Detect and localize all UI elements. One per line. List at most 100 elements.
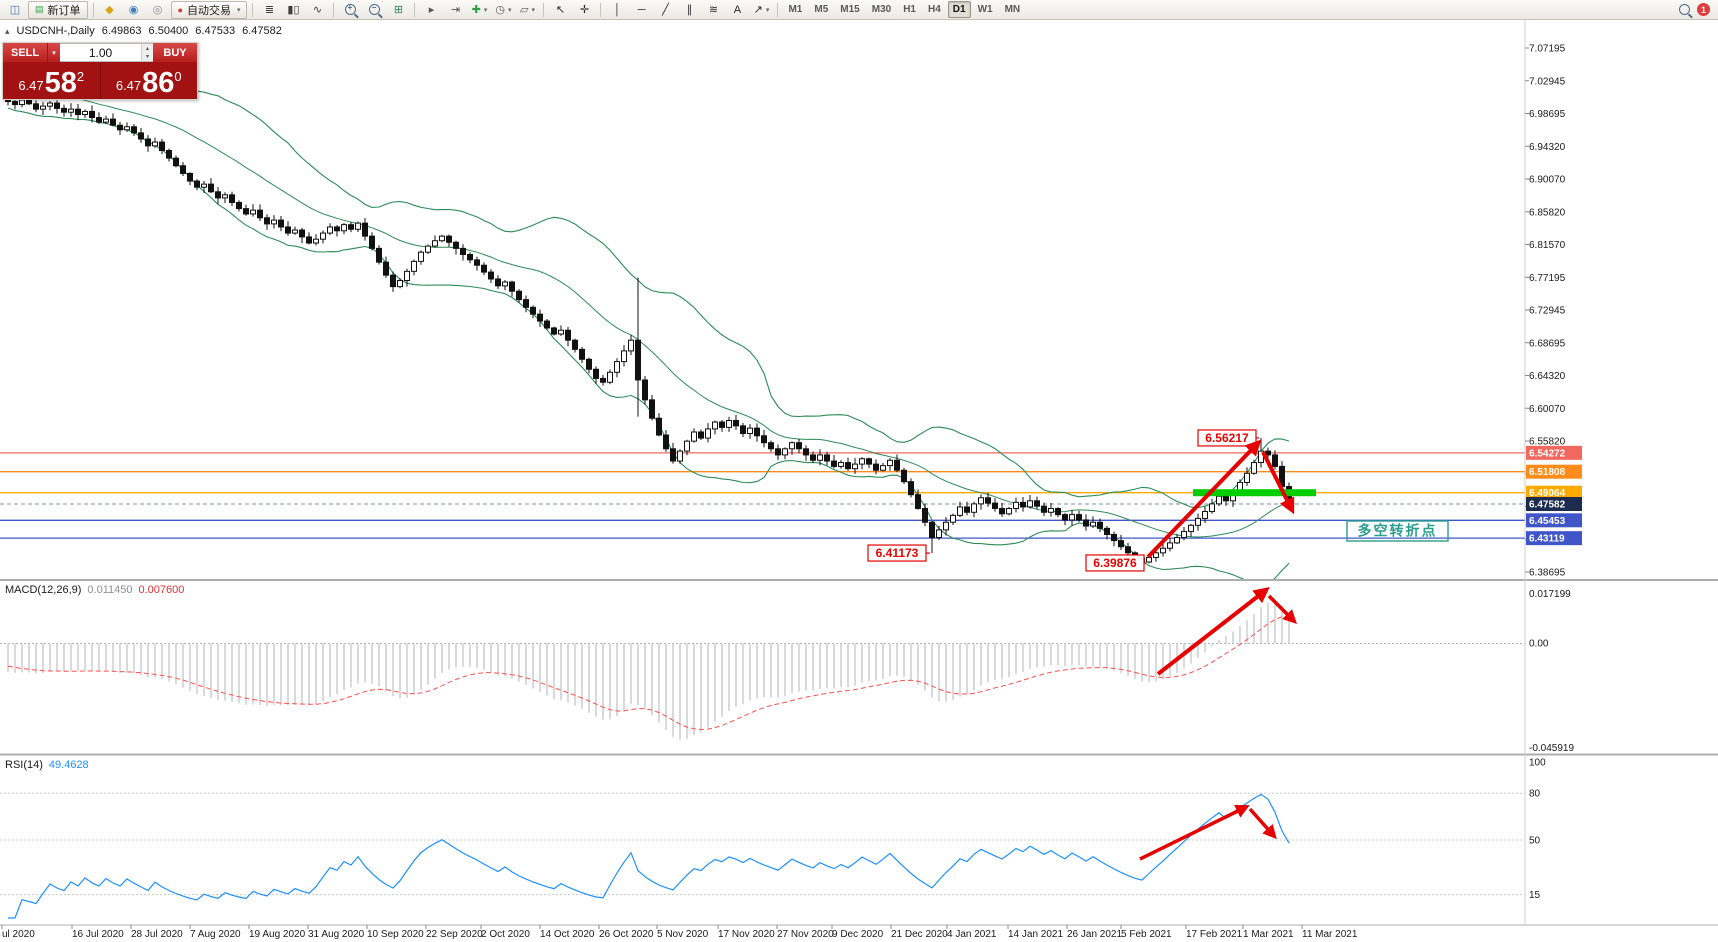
candle	[740, 425, 746, 435]
volume-step-down-icon[interactable]: ▾	[142, 52, 153, 61]
metaeditor-icon[interactable]: ◆	[98, 0, 122, 19]
sell-dropdown-caret-icon[interactable]: ▾	[47, 43, 60, 62]
autotrading-button[interactable]: ● 自动交易 ▾	[170, 0, 248, 19]
trend-arrow[interactable]	[1146, 439, 1262, 559]
candle	[775, 448, 781, 456]
rsi-indicator-label: RSI(14) 49.4628	[5, 759, 89, 771]
trend-arrow[interactable]	[1261, 451, 1295, 515]
candle	[201, 183, 207, 188]
search-icon[interactable]	[1679, 4, 1693, 18]
macd-histogram	[7, 602, 1290, 740]
candle	[656, 417, 662, 436]
timeframe-button-d1[interactable]: D1	[947, 1, 971, 18]
price-axis-label: 6.72945	[1529, 306, 1566, 317]
candle	[1244, 472, 1250, 483]
templates-icon[interactable]: ▱ ▾	[515, 0, 539, 19]
candle	[824, 454, 830, 462]
date-axis-label: 17 Nov 2020	[718, 929, 775, 940]
text-tool-icon[interactable]: A	[725, 0, 749, 19]
candle	[887, 459, 893, 467]
indicators-icon[interactable]: ✚ ▾	[467, 0, 491, 19]
one-click-trade-panel: SELL ▾ ▴ ▾ BUY 6.47 58 2 6.47 86 0	[2, 42, 198, 100]
metaeditor-icon-glyph: ◆	[105, 4, 114, 16]
svg-text:6.54272: 6.54272	[1529, 448, 1566, 459]
trend-arrow[interactable]	[1139, 805, 1250, 861]
new-chart-icon[interactable]: ◫	[3, 0, 27, 19]
timeframe-button-mn[interactable]: MN	[1004, 4, 1021, 15]
candle	[47, 102, 53, 107]
price-axis-label: 6.68695	[1529, 338, 1566, 349]
auto-scroll-icon[interactable]: ▸	[419, 0, 443, 19]
candle	[992, 502, 998, 509]
line-mode-icon[interactable]: ∿	[305, 0, 329, 19]
toolbar-separator	[252, 2, 254, 17]
price-axis-label: 6.64320	[1529, 371, 1566, 382]
pane-separator-rsi[interactable]	[0, 753, 1718, 756]
toolbar-separator	[92, 2, 94, 17]
date-axis-label: 14 Oct 2020	[540, 929, 595, 940]
arrows-tool-icon[interactable]: ↗ ▾	[749, 0, 773, 19]
chart-shift-icon[interactable]: ⇥	[443, 0, 467, 19]
periods-icon[interactable]: ◷ ▾	[491, 0, 515, 19]
timeframe-button-m5[interactable]: M5	[814, 4, 829, 15]
volume-input[interactable]	[60, 44, 141, 61]
cursor-icon[interactable]: ↖	[548, 0, 572, 19]
templates-icon-glyph: ▱	[519, 4, 529, 16]
autotrading-icon: ●	[177, 4, 183, 15]
candle	[1076, 514, 1082, 521]
price-annotation-box[interactable]	[1197, 429, 1257, 447]
tile-windows-icon[interactable]: ⊞	[386, 0, 410, 19]
price-annotation-box[interactable]	[1085, 554, 1145, 572]
candle	[698, 431, 704, 439]
candle	[621, 350, 627, 363]
fibonacci-icon[interactable]: ≋	[701, 0, 725, 19]
candle	[768, 442, 774, 450]
timeframe-button-h4[interactable]: H4	[927, 4, 941, 15]
candle	[1167, 542, 1173, 549]
horizontal-line-icon[interactable]: ─	[629, 0, 653, 19]
candlestick-mode-icon[interactable]: ▮▯	[281, 0, 305, 19]
vertical-line-icon[interactable]: │	[605, 0, 629, 19]
price-axis-label: 6.85820	[1529, 207, 1566, 218]
rsi-axis-label: 15	[1529, 890, 1541, 901]
svg-text:6.39876: 6.39876	[1093, 556, 1137, 570]
alerts-icon[interactable]: ◉	[122, 0, 146, 19]
timeframe-button-m1[interactable]: M1	[788, 4, 803, 15]
timeframe-button-w1[interactable]: W1	[977, 4, 993, 15]
sell-button[interactable]: SELL	[3, 43, 47, 62]
sell-price-panel[interactable]: 6.47 58 2	[3, 62, 100, 99]
zoom-in-icon[interactable]: +	[338, 0, 362, 19]
price-annotation-box[interactable]	[867, 544, 927, 562]
trend-arrow[interactable]	[1267, 594, 1297, 624]
new-order-button[interactable]: ▤ 新订单	[28, 0, 88, 19]
trend-arrow[interactable]	[1248, 807, 1277, 840]
buy-button[interactable]: BUY	[153, 43, 197, 62]
bollinger-bands	[7, 45, 1290, 579]
date-axis-label: 7 Aug 2020	[190, 929, 241, 940]
notification-badge[interactable]: 1	[1697, 3, 1710, 16]
volume-step-up-icon[interactable]: ▴	[142, 44, 153, 53]
channel-icon[interactable]: ∥	[677, 0, 701, 19]
turning-point-box[interactable]	[1346, 520, 1449, 542]
candle	[712, 421, 718, 430]
trend-arrow[interactable]	[1156, 587, 1270, 676]
candle	[586, 358, 592, 370]
crosshair-icon[interactable]: ✛	[572, 0, 596, 19]
bars-mode-icon[interactable]: ≣	[257, 0, 281, 19]
support-highlight-bar[interactable]	[1193, 489, 1316, 497]
pane-separator-macd[interactable]	[0, 579, 1718, 581]
market-watch-icon[interactable]: ◎	[146, 0, 170, 19]
candle	[663, 434, 669, 450]
zoom-out-icon[interactable]: −	[362, 0, 386, 19]
timeframe-button-m15[interactable]: M15	[840, 4, 860, 15]
sell-price-sup: 2	[76, 69, 85, 84]
candle	[978, 497, 984, 505]
buy-price-panel[interactable]: 6.47 86 0	[99, 62, 197, 99]
timeframe-button-h1[interactable]: H1	[903, 4, 916, 15]
timeframe-button-m30[interactable]: M30	[871, 4, 892, 15]
trendline-icon[interactable]: ╱	[653, 0, 677, 19]
sell-price-prefix: 6.47	[18, 78, 44, 93]
candle	[810, 454, 816, 461]
candle	[383, 261, 389, 276]
